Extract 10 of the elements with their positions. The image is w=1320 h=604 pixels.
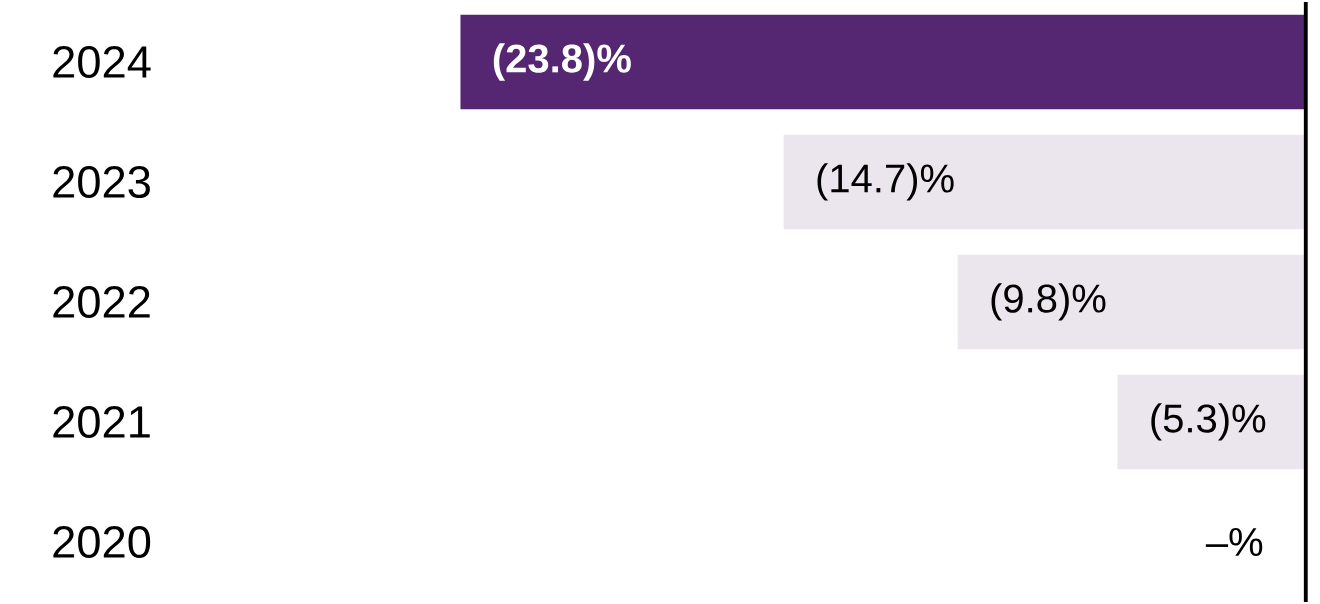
y-tick-label: 2024 bbox=[53, 45, 151, 79]
data-label: (5.3)% bbox=[1151, 403, 1266, 441]
data-label: (14.7)% bbox=[817, 163, 954, 201]
y-tick-label: 2020 bbox=[53, 525, 151, 559]
data-label: –% bbox=[1205, 528, 1263, 556]
y-tick-label: 2022 bbox=[53, 285, 150, 319]
data-label: (9.8)% bbox=[991, 283, 1106, 321]
data-label: (23.8)% bbox=[493, 43, 631, 81]
y-tick-label: 2021 bbox=[53, 405, 150, 439]
y-tick-label: 2023 bbox=[53, 165, 150, 199]
